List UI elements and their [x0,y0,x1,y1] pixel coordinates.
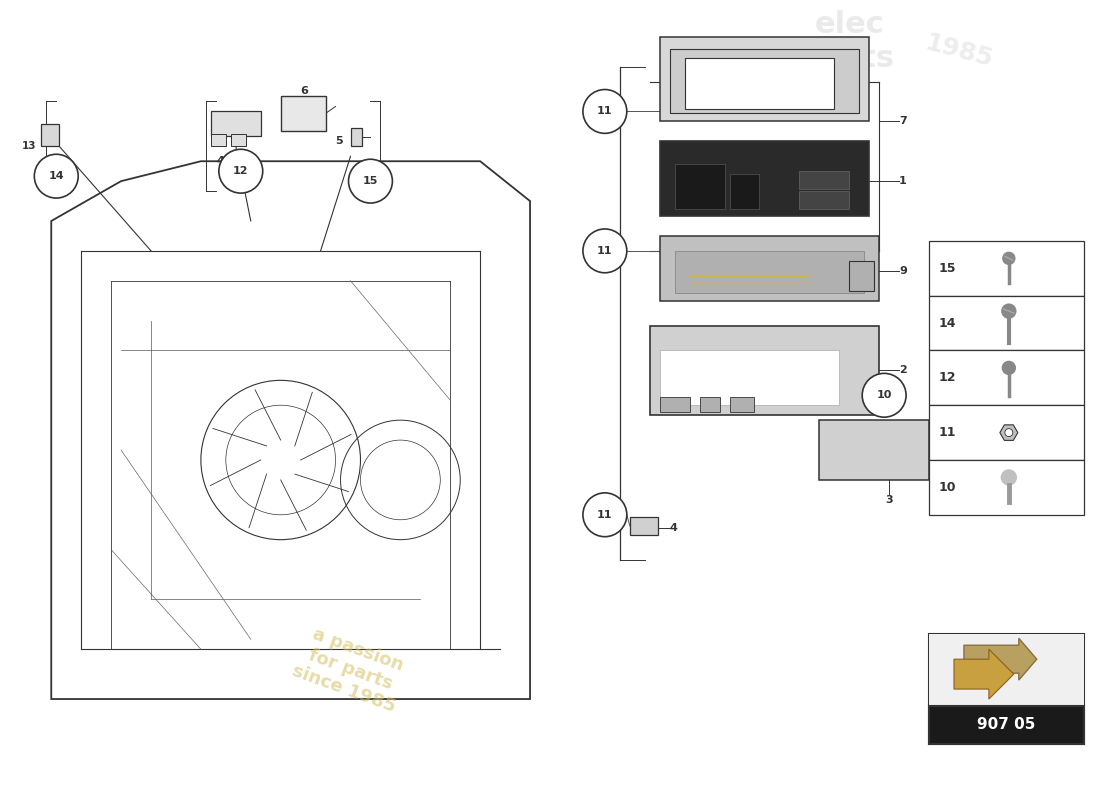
Bar [729,398,755,412]
Text: 907 05: 907 05 [977,718,1035,733]
Bar [660,37,869,122]
Bar [42,124,59,146]
Text: 12: 12 [938,371,956,384]
Text: 11: 11 [597,106,613,117]
Bar [674,251,865,293]
Bar [211,134,226,146]
Bar [849,261,875,290]
Text: 15: 15 [938,262,956,274]
Circle shape [1003,252,1015,264]
Text: 11: 11 [597,510,613,520]
Text: 11: 11 [597,246,613,256]
Bar [930,634,1084,744]
Text: 15: 15 [363,176,378,186]
Bar [660,142,869,216]
Text: 10: 10 [877,390,892,400]
Text: 11: 11 [938,426,956,439]
Circle shape [1002,362,1015,374]
Bar [930,706,1084,744]
Circle shape [219,150,263,193]
Text: 9: 9 [899,266,907,276]
Text: 2: 2 [899,366,906,375]
Circle shape [862,374,906,417]
Text: 6: 6 [300,86,308,97]
Bar [820,420,930,480]
Circle shape [1002,304,1015,318]
Bar [231,134,245,146]
Text: 7: 7 [899,116,906,126]
Circle shape [34,154,78,198]
Circle shape [1004,429,1013,437]
Bar [280,97,326,131]
Bar [729,174,759,209]
Bar [650,326,879,415]
Text: 1: 1 [899,176,906,186]
Text: 5: 5 [334,136,342,146]
Bar [670,49,859,114]
Circle shape [1001,470,1016,485]
Text: 4: 4 [670,522,678,533]
Bar [211,111,261,136]
Text: 12: 12 [233,166,249,176]
Circle shape [583,493,627,537]
Text: 3: 3 [886,495,893,505]
Circle shape [583,229,627,273]
Bar [800,171,849,189]
Bar [800,191,849,209]
Bar [630,517,658,534]
Text: a passion
for parts
since 1985: a passion for parts since 1985 [289,622,411,716]
Bar [930,296,1084,350]
Bar [930,241,1084,296]
Circle shape [583,90,627,134]
Text: 14: 14 [938,317,956,330]
Bar [660,236,879,301]
Bar [930,634,1084,706]
Text: 13: 13 [22,142,36,151]
Bar [351,128,363,146]
Bar [660,350,839,406]
Bar [759,60,781,72]
Text: 1985: 1985 [922,31,996,72]
Bar [684,58,834,110]
Bar [930,350,1084,406]
Text: 8: 8 [790,54,798,65]
Bar [930,406,1084,460]
Text: 14: 14 [48,171,64,181]
Bar [930,460,1084,514]
Bar [674,164,725,209]
FancyArrow shape [964,638,1037,680]
Text: 10: 10 [938,481,956,494]
Text: 4: 4 [217,156,224,166]
Polygon shape [1000,425,1018,440]
Polygon shape [954,650,1014,699]
Bar [660,398,690,412]
Circle shape [349,159,393,203]
Bar [700,398,719,412]
Text: elec
parts: elec parts [804,10,894,73]
